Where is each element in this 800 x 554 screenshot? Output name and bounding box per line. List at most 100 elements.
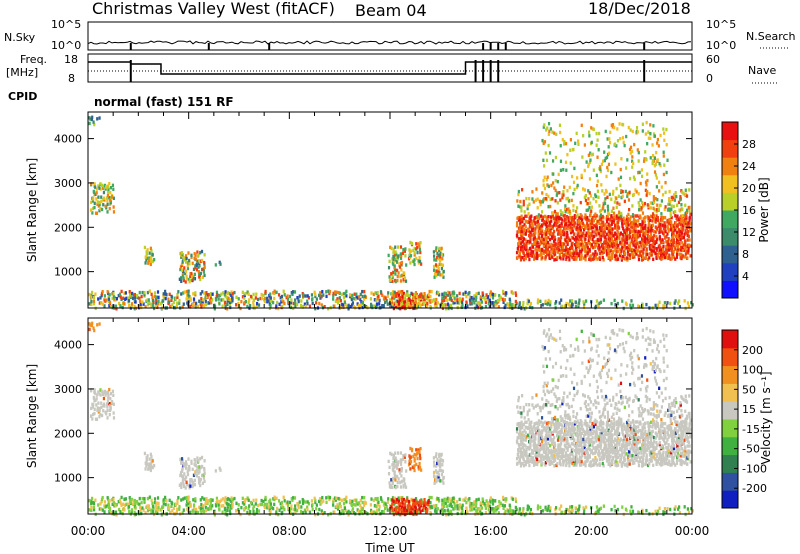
velocity-cell [534, 427, 537, 431]
power-cell [397, 290, 400, 294]
power-cell [535, 244, 538, 248]
power-cell [593, 257, 596, 261]
velocity-cell [402, 497, 406, 502]
power-cell [131, 296, 135, 301]
velocity-cell [378, 504, 381, 509]
velocity-cell [259, 502, 262, 507]
power-cell [641, 200, 644, 205]
power-cell [396, 299, 399, 303]
power-cell [594, 241, 597, 246]
power-cell [636, 242, 639, 246]
velocity-cell [442, 481, 445, 485]
power-cell [91, 211, 94, 215]
power-cell [607, 217, 610, 221]
velocity-cell [196, 510, 200, 515]
power-cell [533, 233, 536, 238]
power-cell [628, 227, 631, 231]
velocity-cell [220, 504, 223, 508]
velocity-cell [150, 455, 153, 459]
velocity-cell [392, 476, 395, 481]
velocity-cell [557, 435, 560, 439]
power-cell [569, 230, 573, 235]
power-cell [111, 296, 114, 301]
velocity-cell [344, 508, 347, 513]
power-cell [662, 231, 665, 235]
velocity-cell [558, 454, 561, 458]
power-cell [228, 302, 231, 307]
velocity-cell [392, 499, 395, 503]
velocity-cell [430, 504, 433, 509]
power-cell [653, 208, 656, 212]
power-cell [600, 215, 603, 219]
power-cell [678, 241, 681, 246]
power-cell [672, 255, 675, 259]
power-cell [639, 253, 642, 257]
power-cell [632, 217, 636, 222]
power-cell [569, 161, 572, 165]
power-cell [565, 251, 568, 256]
power-cell [601, 159, 605, 163]
velocity-cell [473, 507, 476, 511]
power-cell [594, 304, 598, 309]
velocity-cell [543, 438, 546, 442]
velocity-cell [409, 460, 413, 464]
velocity-cell [533, 447, 536, 452]
power-cell [90, 299, 93, 304]
power-cell [142, 302, 145, 306]
velocity-cell [101, 508, 104, 512]
power-cell [648, 256, 651, 260]
velocity-cell [537, 442, 541, 446]
power-cell [547, 301, 550, 305]
velocity-cell [267, 505, 270, 509]
velocity-cell [522, 422, 525, 427]
velocity-cell [355, 500, 358, 505]
power-cell [224, 304, 227, 309]
power-cell [462, 292, 465, 296]
velocity-cell [192, 509, 195, 513]
power-cell [564, 204, 567, 208]
velocity-cell [419, 456, 422, 461]
velocity-cell [374, 497, 377, 501]
power-cell [98, 116, 101, 120]
velocity-cell [241, 501, 244, 505]
power-cell [456, 301, 459, 305]
power-cell [422, 299, 425, 304]
power-cell [472, 298, 475, 302]
velocity-cell [544, 441, 547, 445]
power-cell [507, 303, 510, 307]
power-cell [582, 243, 585, 247]
power-cell [684, 245, 687, 249]
power-cell [209, 298, 212, 303]
velocity-cell [99, 502, 102, 506]
power-cell [536, 251, 539, 256]
power-cell [631, 159, 634, 163]
power-cell [579, 227, 582, 232]
power-cell [559, 209, 562, 213]
power-cell [436, 251, 439, 256]
velocity-cell [537, 432, 540, 436]
velocity-cell [151, 465, 154, 470]
power-cell [659, 239, 663, 243]
power-cell [596, 189, 600, 193]
power-cell [333, 290, 337, 294]
power-cell [415, 302, 418, 307]
y-tick-label: 2000 [54, 221, 82, 234]
power-cell [545, 220, 549, 225]
power-cell [688, 209, 691, 213]
velocity-cell [95, 417, 99, 421]
power-cell [681, 207, 684, 212]
power-cell [568, 222, 571, 227]
power-cell [557, 229, 560, 233]
colorbar-tick-label: 4 [742, 270, 749, 283]
velocity-cell [106, 404, 109, 409]
velocity-cell [540, 429, 544, 433]
velocity-cell [215, 496, 219, 501]
power-cell [138, 296, 141, 301]
power-cell [606, 214, 609, 219]
power-cell [521, 247, 524, 252]
velocity-cell [416, 501, 420, 505]
power-cell [386, 302, 389, 306]
power-cell [536, 240, 539, 245]
velocity-cell [237, 503, 240, 507]
velocity-cell [430, 495, 433, 500]
